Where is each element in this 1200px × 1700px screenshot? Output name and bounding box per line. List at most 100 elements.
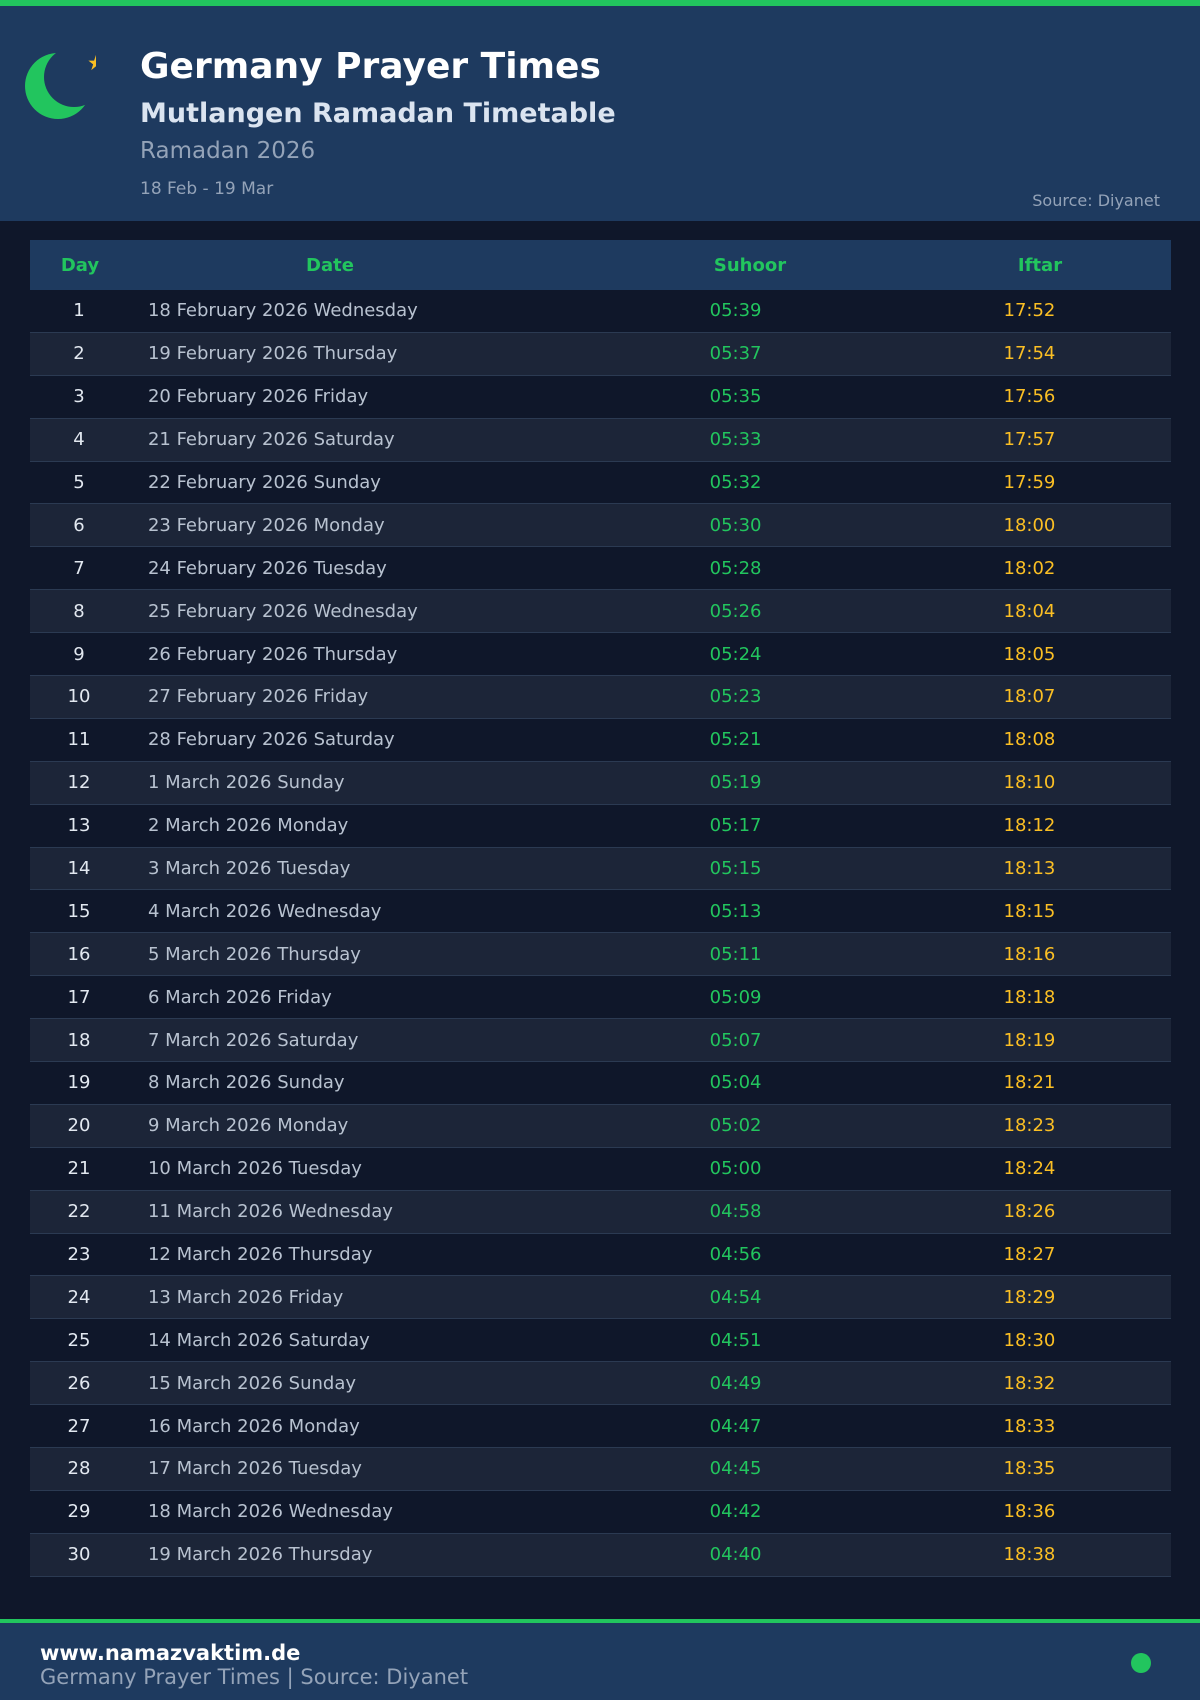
date-cell: 1 March 2026 Sunday [147,772,345,794]
iftar-cell: 17:59 [1003,472,1056,493]
iftar-cell: 18:23 [1003,1115,1056,1137]
day-cell: 15 [67,900,91,922]
iftar-cell: 18:35 [1003,1458,1056,1480]
footer-text: Germany Prayer Times | Source: Diyanet [40,1665,469,1689]
date-cell: 23 February 2026 Monday [147,514,385,536]
table-row: 20 9 March 2026 Monday 05:02 18:23 [30,1104,1171,1148]
footer-url[interactable]: www.namazvaktim.de [40,1641,301,1665]
day-cell: 7 [73,557,85,579]
suhoor-cell: 05:28 [709,557,762,579]
day-cell: 24 [67,1286,91,1308]
table-row: 28 17 March 2026 Tuesday 04:45 18:35 [30,1448,1171,1491]
footer: www.namazvaktim.de Germany Prayer Times … [0,1623,1200,1700]
day-cell: 16 [67,943,91,965]
iftar-cell: 18:08 [1003,729,1056,751]
suhoor-cell: 04:49 [709,1372,762,1394]
suhoor-cell: 05:11 [709,943,762,965]
suhoor-cell: 05:07 [709,1029,762,1051]
iftar-cell: 18:16 [1003,943,1056,965]
iftar-cell: 18:04 [1003,600,1056,622]
date-cell: 21 February 2026 Saturday [147,429,395,451]
header-date: Date [306,254,354,276]
iftar-cell: 18:32 [1003,1372,1056,1394]
table-row: 13 2 March 2026 Monday 05:17 18:12 [30,805,1171,848]
iftar-cell: 17:52 [1003,300,1056,322]
table-row: 1 18 February 2026 Wednesday 05:39 17:52 [30,290,1171,333]
date-cell: 6 March 2026 Friday [147,986,332,1008]
suhoor-cell: 04:56 [709,1244,762,1266]
suhoor-cell: 05:21 [709,729,762,751]
day-cell: 9 [73,643,85,665]
date-cell: 16 March 2026 Monday [147,1415,360,1437]
day-cell: 30 [67,1544,91,1566]
date-range: 18 Feb - 19 Mar [140,179,274,199]
suhoor-cell: 05:24 [709,643,762,665]
suhoor-cell: 05:02 [709,1115,762,1137]
day-cell: 4 [73,429,85,451]
day-cell: 2 [73,343,85,365]
page-subtitle: Mutlangen Ramadan Timetable [140,98,616,129]
day-cell: 12 [67,772,91,794]
iftar-cell: 18:21 [1003,1072,1056,1094]
suhoor-cell: 04:40 [709,1544,762,1566]
iftar-cell: 18:10 [1003,772,1056,794]
header-iftar: Iftar [1017,254,1063,276]
suhoor-cell: 05:32 [709,472,762,493]
iftar-cell: 18:36 [1003,1501,1056,1523]
table-row: 29 18 March 2026 Wednesday 04:42 18:36 [30,1491,1171,1534]
table-row: 30 19 March 2026 Thursday 04:40 18:38 [30,1533,1171,1577]
crescent-star-icon [25,50,96,119]
day-cell: 8 [73,600,85,622]
date-cell: 18 March 2026 Wednesday [147,1501,393,1523]
suhoor-cell: 05:26 [709,600,762,622]
day-cell: 21 [67,1158,91,1180]
date-cell: 24 February 2026 Tuesday [147,557,387,579]
date-cell: 20 February 2026 Friday [147,386,369,408]
date-cell: 3 March 2026 Tuesday [147,858,351,880]
day-cell: 28 [67,1458,91,1480]
table-row: 16 5 March 2026 Thursday 05:11 18:16 [30,933,1171,977]
day-cell: 20 [67,1115,91,1137]
day-cell: 29 [67,1501,91,1523]
table-row: 8 25 February 2026 Wednesday 05:26 18:04 [30,590,1171,634]
footer-accent-bar [0,1619,1200,1623]
iftar-cell: 17:56 [1003,386,1056,408]
day-cell: 14 [67,858,91,880]
date-cell: 28 February 2026 Saturday [147,729,395,751]
table-row: 5 22 February 2026 Sunday 05:32 17:59 [30,462,1171,505]
day-cell: 25 [67,1329,91,1351]
table-row: 4 21 February 2026 Saturday 05:33 17:57 [30,418,1171,462]
date-cell: 17 March 2026 Tuesday [147,1458,362,1480]
date-cell: 22 February 2026 Sunday [147,472,381,493]
header-suhoor: Suhoor [713,254,787,276]
top-accent-bar [0,0,1200,6]
suhoor-cell: 04:45 [709,1458,762,1480]
iftar-cell: 18:07 [1003,686,1056,708]
table-row: 18 7 March 2026 Saturday 05:07 18:19 [30,1019,1171,1063]
suhoor-cell: 05:37 [709,343,762,365]
table-row: 15 4 March 2026 Wednesday 05:13 18:15 [30,890,1171,934]
suhoor-cell: 05:23 [709,686,762,708]
iftar-cell: 18:05 [1003,643,1056,665]
suhoor-cell: 04:42 [709,1501,762,1523]
suhoor-cell: 04:58 [709,1201,762,1223]
table-row: 17 6 March 2026 Friday 05:09 18:18 [30,976,1171,1020]
table-row: 7 24 February 2026 Tuesday 05:28 18:02 [30,547,1171,591]
date-cell: 26 February 2026 Thursday [147,643,398,665]
day-cell: 6 [73,514,85,536]
date-cell: 2 March 2026 Monday [147,815,349,837]
suhoor-cell: 05:13 [709,900,762,922]
timetable: Day Date Suhoor Iftar 1 18 February 2026 … [30,240,1171,1577]
iftar-cell: 18:18 [1003,986,1056,1008]
iftar-cell: 18:29 [1003,1286,1056,1308]
table-row: 25 14 March 2026 Saturday 04:51 18:30 [30,1319,1171,1363]
day-cell: 19 [67,1072,91,1094]
status-dot-icon [1131,1653,1151,1673]
iftar-cell: 17:54 [1003,343,1056,365]
date-cell: 11 March 2026 Wednesday [147,1201,393,1223]
table-row: 21 10 March 2026 Tuesday 05:00 18:24 [30,1148,1171,1191]
table-row: 10 27 February 2026 Friday 05:23 18:07 [30,676,1171,719]
source-label: Source: Diyanet [1032,191,1160,210]
date-cell: 18 February 2026 Wednesday [147,300,418,322]
day-cell: 27 [67,1415,91,1437]
